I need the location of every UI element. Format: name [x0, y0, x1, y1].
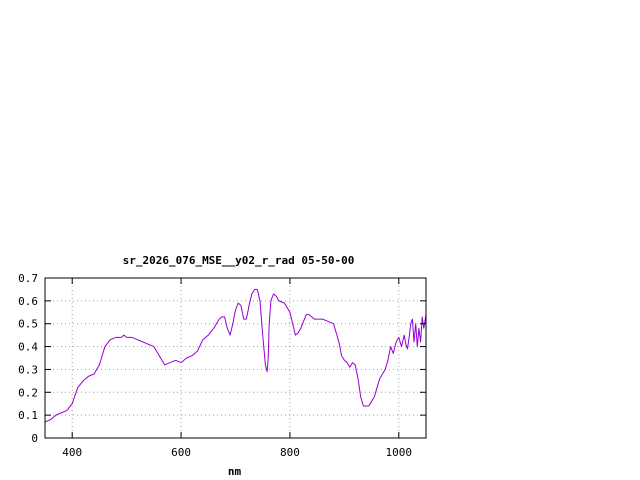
x-tick-label: 600 — [171, 446, 191, 459]
spectrum-series-line — [44, 288, 427, 423]
y-tick-label: 0.1 — [18, 409, 38, 422]
grid — [45, 278, 426, 438]
y-tick-label: 0.5 — [18, 318, 38, 331]
y-tick-label: 0.3 — [18, 363, 38, 376]
series-layer — [44, 288, 427, 423]
x-tick-label: 800 — [280, 446, 300, 459]
y-tick-label: 0 — [31, 432, 38, 445]
y-tick-label: 0.7 — [18, 272, 38, 285]
plot-frame — [44, 277, 427, 439]
chart-title: sr_2026_076_MSE__y02_r_rad 05-50-00 — [123, 254, 355, 267]
x-tick-label: 1000 — [386, 446, 413, 459]
ticks: 0 0.1 0.2 0.3 0.4 0.5 0.6 0.7 400 600 800 1000 — [18, 272, 426, 459]
y-tick-label: 0.2 — [18, 386, 38, 399]
y-tick-label: 0.6 — [18, 295, 38, 308]
x-tick-label: 400 — [62, 446, 82, 459]
x-axis-label: nm — [228, 465, 242, 478]
y-tick-label: 0.4 — [18, 341, 38, 354]
